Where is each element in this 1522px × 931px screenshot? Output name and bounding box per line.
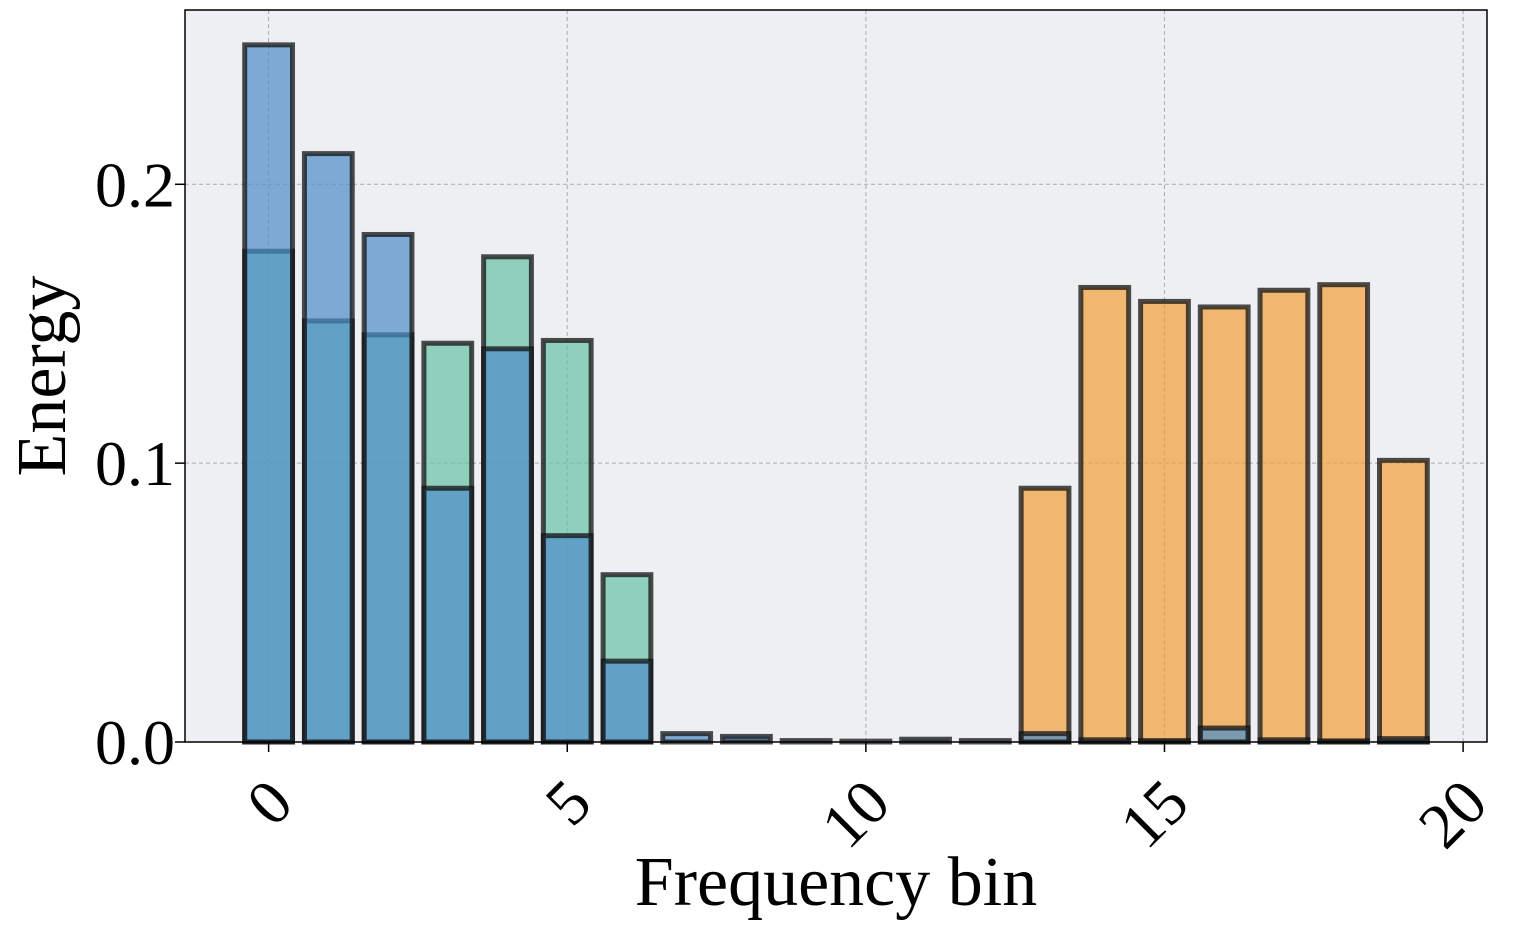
series-orange-bar-18 (1317, 282, 1371, 745)
series-orange-bar-15 (1138, 298, 1191, 745)
x-tick-label: 0 (233, 766, 306, 839)
bars (242, 42, 1430, 745)
y-tick-label: 0.1 (95, 428, 175, 499)
x-axis-label: Frequency bin (635, 844, 1037, 921)
series-orange-bar-16 (1197, 304, 1251, 745)
x-tick-label: 20 (1405, 766, 1500, 861)
series-blue-bar-2 (361, 231, 415, 745)
series-blue-bar-0 (242, 42, 296, 745)
series-orange-bar-14 (1078, 284, 1132, 745)
y-tick-label: 0.0 (95, 707, 175, 778)
series-orange-bar-19 (1376, 457, 1430, 745)
series-blue-bar-13 (1018, 731, 1072, 745)
series-blue-bar-6 (600, 658, 654, 745)
y-tick-label: 0.2 (95, 149, 175, 220)
y-axis-label: Energy (4, 276, 81, 477)
series-blue-bar-5 (540, 533, 594, 745)
series-blue-bar-1 (301, 151, 355, 745)
series-orange-bar-17 (1257, 287, 1311, 745)
x-tick-label: 15 (1106, 766, 1201, 861)
x-tick-label: 5 (532, 766, 605, 839)
series-blue-bar-8 (720, 733, 773, 745)
plot-frame (184, 9, 1488, 743)
series-blue-bar-3 (421, 485, 475, 745)
series-blue-bar-4 (481, 346, 534, 745)
series-blue-bar-16 (1197, 725, 1251, 745)
series-blue-bar-7 (660, 731, 714, 745)
series-orange (1018, 282, 1430, 745)
series-orange-bar-13 (1018, 485, 1072, 745)
